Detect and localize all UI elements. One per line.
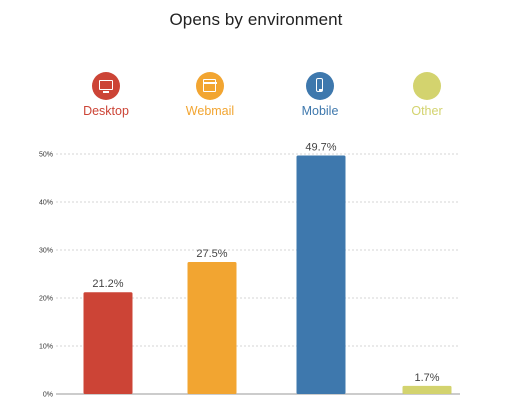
y-tick-label: 0% xyxy=(43,392,53,399)
y-tick-label: 10% xyxy=(39,344,53,351)
legend-item-mobile: Mobile xyxy=(275,72,365,118)
legend-item-desktop: Desktop xyxy=(61,72,151,118)
legend-item-other: Other xyxy=(382,72,472,118)
y-tick-label: 40% xyxy=(39,200,53,207)
chart-title: Opens by environment xyxy=(169,10,343,29)
desktop-monitor-icon xyxy=(92,72,120,100)
data-label: 49.7% xyxy=(305,141,336,153)
legend-label-desktop: Desktop xyxy=(83,104,129,118)
data-label: 27.5% xyxy=(196,248,227,260)
y-tick-label: 30% xyxy=(39,248,53,255)
browser-window-icon xyxy=(196,72,224,100)
mobile-phone-icon xyxy=(306,72,334,100)
blank-circle-icon xyxy=(413,72,441,100)
bar-desktop xyxy=(83,292,133,394)
y-tick-label: 50% xyxy=(39,152,53,159)
bar-other xyxy=(402,385,452,394)
legend-label-other: Other xyxy=(411,104,443,118)
legend-label-webmail: Webmail xyxy=(185,104,235,118)
bar-mobile xyxy=(296,155,346,394)
legend-item-webmail: Webmail xyxy=(165,72,255,118)
data-label: 1.7% xyxy=(414,372,439,384)
data-label: 21.2% xyxy=(92,278,123,290)
bar-webmail xyxy=(187,262,237,394)
legend-label-mobile: Mobile xyxy=(301,104,339,118)
y-tick-label: 20% xyxy=(39,296,53,303)
